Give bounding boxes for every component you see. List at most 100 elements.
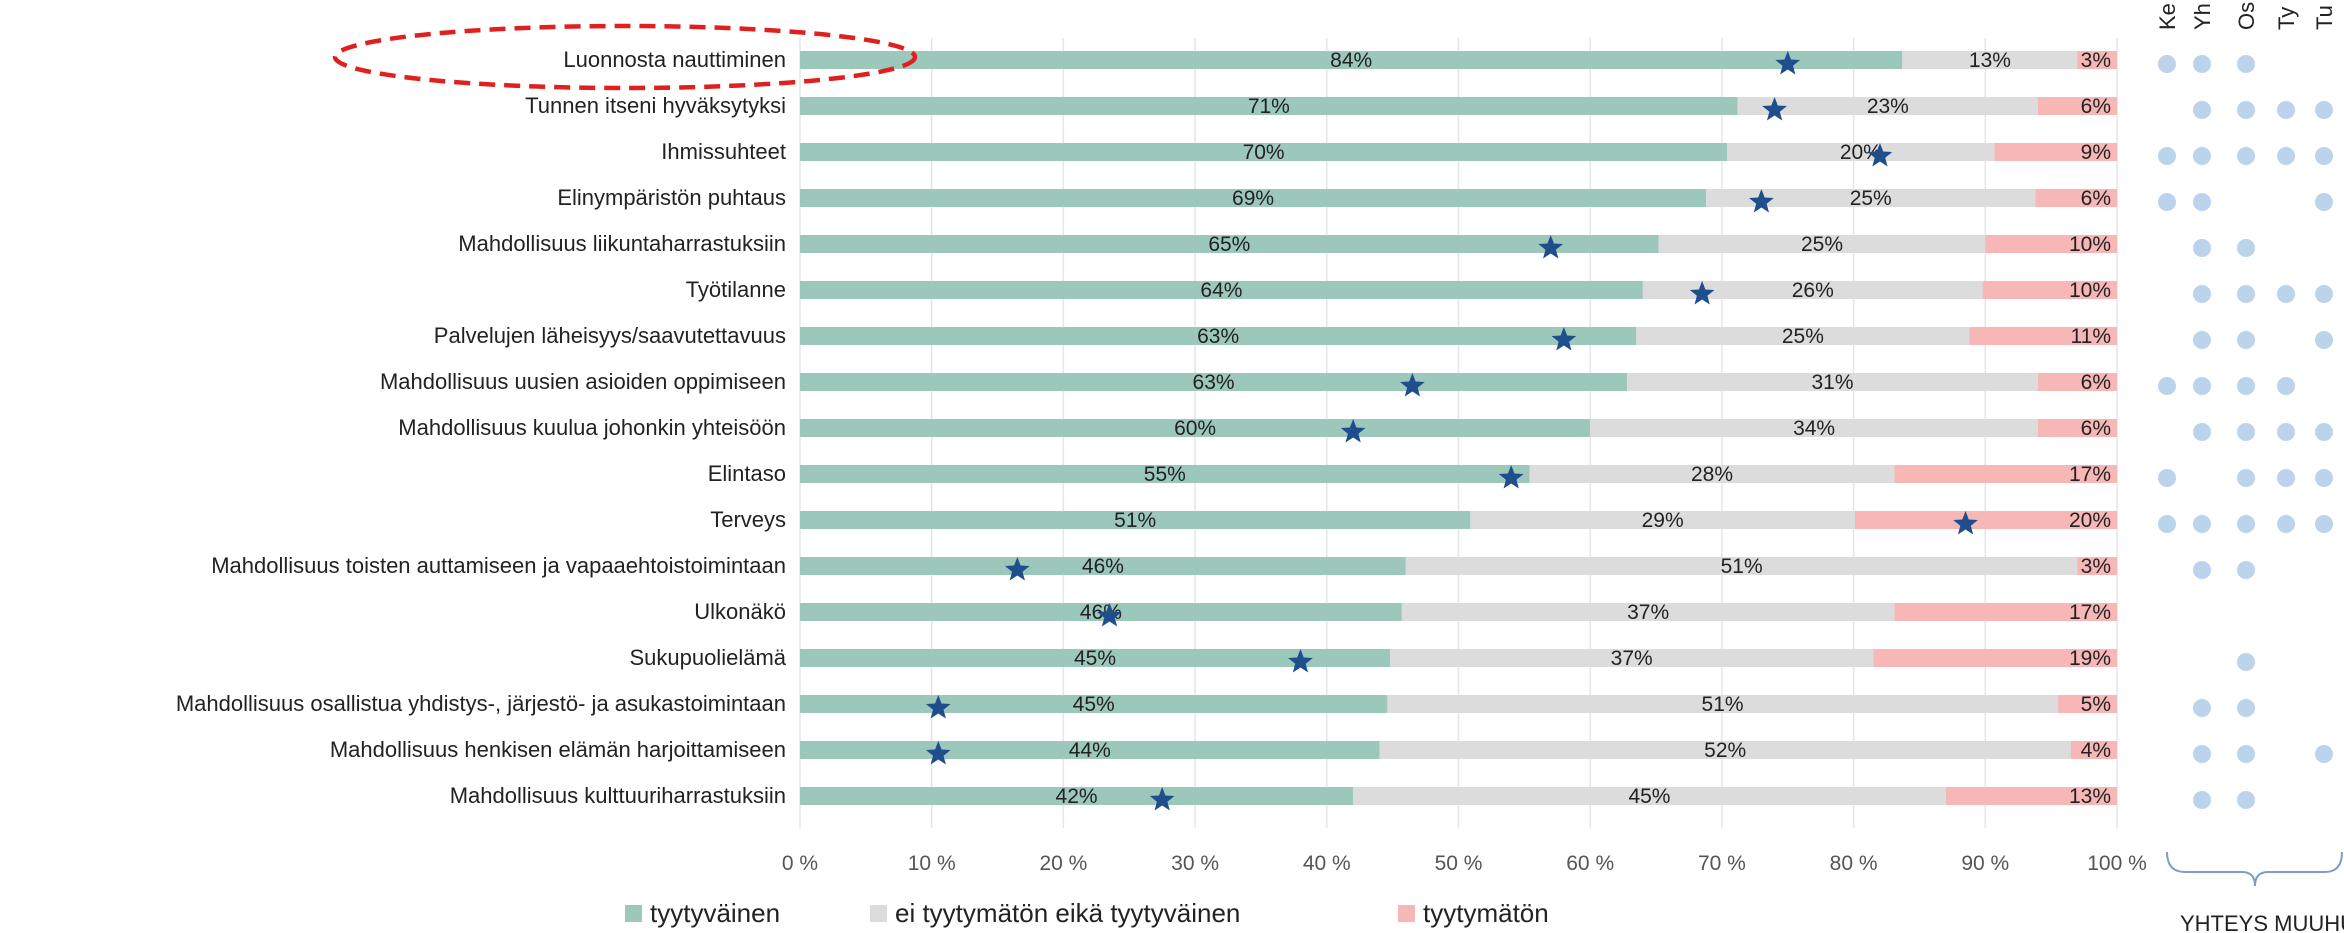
bar-value-label: 4% bbox=[2081, 739, 2111, 762]
bar-segment bbox=[1985, 235, 2117, 253]
bar-segment bbox=[800, 235, 1659, 253]
bar-segment bbox=[800, 373, 1628, 391]
connection-dot bbox=[2193, 515, 2211, 533]
category-label: Mahdollisuus henkisen elämän harjoittami… bbox=[330, 737, 786, 762]
connection-dot bbox=[2237, 791, 2255, 809]
x-tick-label: 80 % bbox=[1830, 852, 1878, 875]
bar-value-label: 45% bbox=[1074, 647, 1116, 670]
connection-dot bbox=[2315, 193, 2333, 211]
bar-segment bbox=[2057, 695, 2117, 713]
connection-footer: YHTEYS MUUHUN bbox=[2180, 911, 2344, 933]
star-marker bbox=[1149, 787, 1175, 811]
connection-column-header: Ke bbox=[2155, 3, 2180, 30]
connection-column-header: Os bbox=[2234, 2, 2259, 30]
bar-value-label: 20% bbox=[1840, 141, 1882, 164]
bar-value-label: 28% bbox=[1691, 463, 1733, 486]
connection-dot bbox=[2193, 699, 2211, 717]
bar-segment bbox=[1982, 281, 2117, 299]
connection-dot bbox=[2237, 239, 2255, 257]
connection-dot bbox=[2158, 469, 2176, 487]
bar-value-label: 3% bbox=[2081, 49, 2111, 72]
category-label: Mahdollisuus kuulua johonkin yhteisöön bbox=[398, 415, 786, 440]
category-label: Mahdollisuus liikuntaharrastuksiin bbox=[458, 231, 786, 256]
bar-segment bbox=[2037, 419, 2117, 437]
bar-segment bbox=[800, 465, 1530, 483]
star-marker bbox=[1340, 419, 1366, 443]
bar-segment bbox=[1727, 143, 1995, 161]
legend-label: ei tyytymätön eikä tyytyväinen bbox=[895, 898, 1240, 928]
bar-segment bbox=[1379, 741, 2071, 759]
bar-value-label: 45% bbox=[1628, 785, 1670, 808]
bar-value-label: 63% bbox=[1197, 325, 1239, 348]
connection-dot bbox=[2158, 515, 2176, 533]
bar-segment bbox=[2077, 557, 2117, 575]
category-label: Mahdollisuus kulttuuriharrastuksiin bbox=[450, 783, 786, 808]
bar-segment bbox=[1873, 649, 2117, 667]
star-marker bbox=[1867, 143, 1893, 167]
bar-value-label: 10% bbox=[2069, 279, 2111, 302]
bar-value-label: 84% bbox=[1330, 49, 1372, 72]
star-marker bbox=[925, 695, 951, 719]
bar-segment bbox=[1994, 143, 2117, 161]
connection-column-header: Ty bbox=[2274, 7, 2299, 30]
star-marker bbox=[1749, 189, 1774, 213]
bar-value-label: 51% bbox=[1702, 693, 1744, 716]
bar-value-label: 26% bbox=[1792, 279, 1834, 302]
connection-dot bbox=[2237, 515, 2255, 533]
bar-segment bbox=[800, 189, 1707, 207]
connection-dot bbox=[2315, 423, 2333, 441]
bar-segment bbox=[2037, 373, 2117, 391]
bar-segment bbox=[2077, 51, 2117, 69]
connection-brace bbox=[2166, 851, 2343, 887]
highlight-ellipse bbox=[332, 23, 918, 91]
bar-segment bbox=[800, 511, 1471, 529]
bar-value-label: 6% bbox=[2081, 417, 2111, 440]
connection-dot bbox=[2237, 101, 2255, 119]
connection-dot bbox=[2193, 791, 2211, 809]
bar-value-label: 37% bbox=[1611, 647, 1653, 670]
x-tick-label: 30 % bbox=[1171, 852, 1219, 875]
category-label: Palvelujen läheisyys/saavutettavuus bbox=[434, 323, 786, 348]
bar-segment bbox=[800, 143, 1728, 161]
connection-dot bbox=[2277, 101, 2295, 119]
connection-dot bbox=[2277, 377, 2295, 395]
bar-value-label: 64% bbox=[1200, 279, 1242, 302]
bar-value-label: 70% bbox=[1243, 141, 1285, 164]
connection-dot bbox=[2277, 147, 2295, 165]
bar-segment bbox=[1387, 695, 2058, 713]
connection-dot bbox=[2193, 285, 2211, 303]
bar-value-label: 42% bbox=[1056, 785, 1098, 808]
connection-dot bbox=[2277, 285, 2295, 303]
bar-segment bbox=[1642, 281, 1983, 299]
star-marker bbox=[1689, 281, 1715, 305]
connection-dot bbox=[2158, 55, 2176, 73]
bar-value-label: 65% bbox=[1208, 233, 1250, 256]
bar-segment bbox=[1353, 787, 1946, 805]
connection-dot bbox=[2193, 101, 2211, 119]
bar-value-label: 51% bbox=[1114, 509, 1156, 532]
bar-value-label: 13% bbox=[1969, 49, 2011, 72]
bar-value-label: 17% bbox=[2069, 601, 2111, 624]
bar-segment bbox=[1401, 603, 1895, 621]
bar-segment bbox=[1529, 465, 1895, 483]
star-marker bbox=[1551, 327, 1577, 351]
bar-value-label: 63% bbox=[1193, 371, 1235, 394]
connection-dot bbox=[2277, 469, 2295, 487]
connection-dot bbox=[2277, 423, 2295, 441]
x-tick-label: 90 % bbox=[1961, 852, 2009, 875]
category-label: Ulkonäkö bbox=[694, 599, 786, 624]
bar-segment bbox=[800, 787, 1354, 805]
x-tick-label: 40 % bbox=[1303, 852, 1351, 875]
bar-value-label: 52% bbox=[1704, 739, 1746, 762]
category-label: Terveys bbox=[710, 507, 786, 532]
category-label: Elintaso bbox=[708, 461, 786, 486]
legend-label: tyytyväinen bbox=[650, 898, 780, 928]
connection-column-header: Yh bbox=[2190, 3, 2215, 30]
legend-label: tyytymätön bbox=[1423, 898, 1549, 928]
connection-dot bbox=[2315, 147, 2333, 165]
bar-segment bbox=[2070, 741, 2117, 759]
star-marker bbox=[1953, 511, 1978, 535]
connection-dot bbox=[2158, 377, 2176, 395]
connection-column-header: Tu bbox=[2312, 5, 2337, 30]
bar-value-label: 51% bbox=[1721, 555, 1763, 578]
